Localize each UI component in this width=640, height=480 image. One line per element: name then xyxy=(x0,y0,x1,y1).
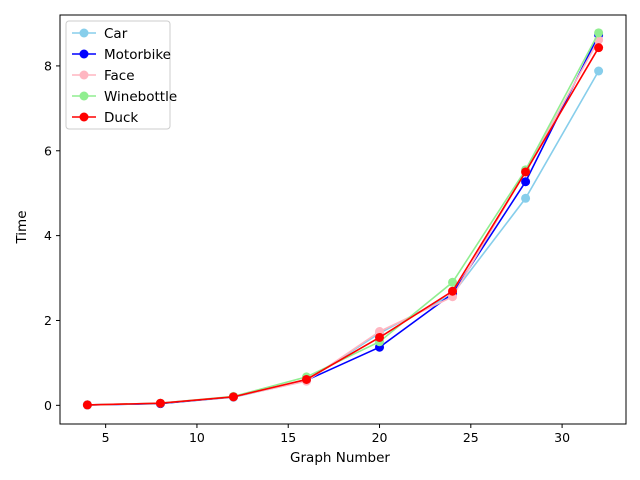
x-tick-label: 5 xyxy=(102,430,110,445)
data-point-duck xyxy=(228,392,238,402)
data-point-duck xyxy=(521,167,531,177)
legend-box xyxy=(65,20,171,130)
legend-label: Face xyxy=(104,68,135,84)
data-point-duck xyxy=(155,398,165,408)
legend-marker xyxy=(79,112,89,122)
data-point-winebottle xyxy=(448,277,458,287)
y-axis-ticks: 0 2 4 6 8 xyxy=(44,58,60,413)
series-lines xyxy=(82,28,604,410)
data-point-duck xyxy=(594,43,604,53)
x-tick-label: 25 xyxy=(463,430,479,445)
y-tick-label: 4 xyxy=(44,228,52,243)
x-axis-ticks: 5 10 15 20 25 30 xyxy=(102,424,570,445)
x-axis-label: Graph Number xyxy=(290,450,390,466)
legend-item-duck: Duck xyxy=(72,110,138,126)
legend-label: Motorbike xyxy=(104,47,171,63)
legend-item-car: Car xyxy=(72,26,128,42)
data-point-duck xyxy=(82,400,92,410)
data-point-motorbike xyxy=(521,177,531,187)
data-point-duck xyxy=(375,332,385,342)
legend-item-winebottle: Winebottle xyxy=(72,89,177,105)
data-point-car xyxy=(521,193,531,203)
data-point-winebottle xyxy=(594,28,604,38)
y-tick-label: 8 xyxy=(44,58,52,73)
legend-marker xyxy=(79,49,89,59)
x-tick-label: 10 xyxy=(189,430,205,445)
data-point-car xyxy=(594,66,604,76)
y-tick-label: 6 xyxy=(44,143,52,158)
x-tick-label: 20 xyxy=(372,430,388,445)
legend-marker xyxy=(79,70,89,80)
y-tick-label: 0 xyxy=(44,398,52,413)
legend-label: Duck xyxy=(104,110,138,126)
y-axis-label: Time xyxy=(14,210,30,244)
legend-marker xyxy=(79,91,89,101)
legend-label: Winebottle xyxy=(104,89,177,105)
legend-marker xyxy=(79,28,89,38)
legend: Car Motorbike Face Winebottle Duck xyxy=(65,20,177,130)
x-tick-label: 15 xyxy=(280,430,296,445)
series-duck xyxy=(82,43,604,410)
data-point-duck xyxy=(448,286,458,296)
legend-item-motorbike: Motorbike xyxy=(72,47,171,63)
x-tick-label: 30 xyxy=(554,430,570,445)
legend-item-face: Face xyxy=(72,68,135,84)
plot-area-frame xyxy=(59,14,627,425)
data-point-duck xyxy=(301,374,311,384)
y-tick-label: 2 xyxy=(44,313,52,328)
series-line-duck xyxy=(87,47,600,406)
legend-label: Car xyxy=(104,26,128,42)
